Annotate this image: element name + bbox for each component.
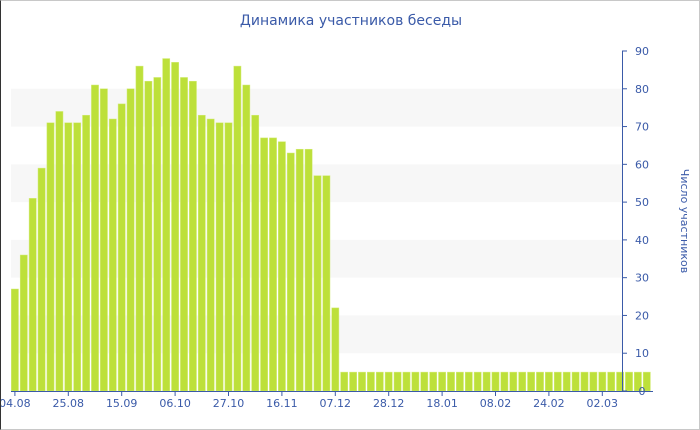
bar xyxy=(491,371,500,392)
x-tick-label: 25.08 xyxy=(53,397,85,410)
bar xyxy=(224,122,233,392)
bar xyxy=(420,371,429,392)
bar xyxy=(536,371,544,392)
bar xyxy=(55,111,64,392)
bar xyxy=(518,371,527,392)
bar xyxy=(82,114,90,392)
bar xyxy=(384,371,393,392)
bar xyxy=(438,371,446,392)
bar xyxy=(402,371,411,392)
bar xyxy=(108,118,117,392)
x-tick-label: 15.09 xyxy=(106,397,138,410)
bar xyxy=(500,371,509,392)
y-axis-label: Число участников xyxy=(678,169,691,273)
bar xyxy=(28,198,37,392)
bar xyxy=(562,371,571,392)
bar xyxy=(411,371,420,392)
y-tick-label: 30 xyxy=(635,272,649,285)
bar xyxy=(100,88,108,392)
bar xyxy=(19,254,28,392)
bar xyxy=(464,371,473,392)
bar xyxy=(260,137,268,392)
bar xyxy=(153,77,162,392)
x-tick-label: 04.08 xyxy=(1,397,31,410)
bar xyxy=(206,118,215,392)
x-tick-label: 27.10 xyxy=(213,397,245,410)
bar xyxy=(295,148,304,392)
bar xyxy=(607,371,616,392)
bar xyxy=(215,122,224,392)
y-tick-label: 70 xyxy=(635,121,649,134)
bar xyxy=(456,371,464,392)
x-tick-label: 06.10 xyxy=(159,397,191,410)
bar xyxy=(304,148,313,392)
bar xyxy=(91,84,99,392)
bar xyxy=(171,62,179,392)
bar xyxy=(571,371,580,392)
bar xyxy=(625,371,633,392)
bar xyxy=(553,371,562,392)
y-tick-label: 60 xyxy=(635,158,649,171)
bar xyxy=(580,371,589,392)
bar xyxy=(126,88,135,392)
bar xyxy=(349,371,357,392)
x-tick-label: 28.12 xyxy=(373,397,405,410)
bar xyxy=(117,103,126,392)
bar xyxy=(180,77,188,392)
bar xyxy=(11,288,19,392)
bar xyxy=(37,167,46,392)
bar xyxy=(545,371,553,392)
bar xyxy=(144,80,153,392)
bar xyxy=(251,114,260,392)
bar xyxy=(473,371,482,392)
bar xyxy=(322,175,331,392)
bar xyxy=(135,65,144,392)
x-tick-label: 18.01 xyxy=(426,397,458,410)
bar xyxy=(242,84,251,392)
y-tick-label: 90 xyxy=(635,45,649,58)
bar xyxy=(64,122,73,392)
bar xyxy=(375,371,384,392)
bar xyxy=(197,114,206,392)
y-tick-label: 10 xyxy=(635,347,649,360)
bar xyxy=(233,65,242,392)
bar xyxy=(269,137,277,392)
bar xyxy=(340,371,349,392)
bar xyxy=(393,371,402,392)
bar xyxy=(331,307,340,392)
bar xyxy=(286,152,295,392)
bar xyxy=(598,371,607,392)
y-tick-label: 50 xyxy=(635,196,649,209)
bar xyxy=(367,371,375,392)
x-tick-label: 16.11 xyxy=(266,397,298,410)
bar xyxy=(313,175,322,392)
bar xyxy=(46,122,55,392)
bar xyxy=(429,371,438,392)
bar xyxy=(278,141,286,392)
x-tick-label: 24.02 xyxy=(533,397,565,410)
bar xyxy=(447,371,455,392)
bar xyxy=(482,371,491,392)
bar xyxy=(358,371,366,392)
bar xyxy=(527,371,535,392)
y-tick-label: 80 xyxy=(635,83,649,96)
bar xyxy=(589,371,598,392)
bar xyxy=(189,80,197,392)
bar xyxy=(73,122,82,392)
x-tick-label: 07.12 xyxy=(320,397,352,410)
bar xyxy=(162,58,171,392)
x-tick-label: 08.02 xyxy=(480,397,512,410)
y-tick-label: 20 xyxy=(635,309,649,322)
chart-title: Динамика участников беседы xyxy=(239,13,463,29)
y-tick-label: 40 xyxy=(635,234,649,247)
bar xyxy=(509,371,518,392)
x-tick-label: 02.03 xyxy=(587,397,619,410)
y-tick-label: 0 xyxy=(639,385,646,398)
